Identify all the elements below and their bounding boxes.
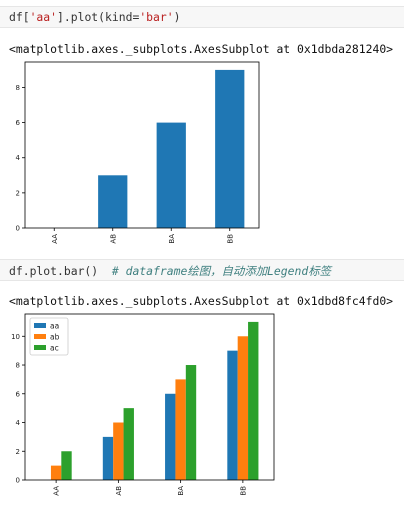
y-tick-label: 8 bbox=[16, 84, 20, 92]
x-tick-label: BA bbox=[177, 486, 185, 496]
y-tick-label: 10 bbox=[11, 333, 20, 341]
code-token: 'bar' bbox=[139, 10, 174, 24]
x-tick-label: AB bbox=[115, 486, 123, 496]
bar-chart-1: 0 2 4 6 8 AA AB BA BB bbox=[16, 61, 260, 244]
x-tick-label: BA bbox=[168, 234, 176, 244]
code-token: 'aa' bbox=[29, 10, 58, 24]
y-tick-label: 2 bbox=[16, 448, 20, 456]
bar-ac-AB bbox=[123, 408, 134, 480]
y-tick-label: 6 bbox=[16, 390, 21, 398]
y-tick-label: 6 bbox=[16, 119, 21, 127]
code-token: ) bbox=[173, 10, 181, 24]
legend-label-ac: ac bbox=[50, 344, 59, 353]
bar-series-BA bbox=[156, 122, 186, 228]
bar-aa-BA bbox=[165, 393, 176, 480]
code-token: df.plot.bar() bbox=[9, 264, 112, 278]
code-token: df[ bbox=[9, 10, 30, 24]
y-tick-label: 0 bbox=[16, 477, 20, 485]
y-tick-label: 0 bbox=[16, 225, 20, 233]
bar-aa-AB bbox=[102, 436, 114, 480]
code-token: # dataframe绘图，自动添加Legend标签 bbox=[111, 264, 331, 278]
legend-swatch-ab bbox=[34, 334, 46, 339]
bar-ab-AB bbox=[113, 422, 124, 480]
code-token: ].plot(kind= bbox=[57, 10, 140, 24]
bar-ac-BA bbox=[185, 365, 197, 480]
bar-aa-BB bbox=[227, 350, 238, 480]
x-tick-label: BB bbox=[239, 486, 247, 496]
legend-swatch-aa bbox=[34, 323, 46, 328]
bar-series-AB bbox=[98, 175, 128, 228]
bar-series-BB bbox=[215, 69, 245, 229]
bar-ab-AA bbox=[50, 465, 62, 480]
bar-ac-AA bbox=[61, 451, 72, 480]
code-input-1[interactable]: df['aa'].plot(kind='bar') bbox=[9, 10, 180, 24]
bar-ab-BB bbox=[237, 336, 249, 480]
bar-ab-BA bbox=[175, 379, 186, 480]
code-cell-1[interactable]: df['aa'].plot(kind='bar') bbox=[0, 6, 404, 28]
y-tick-label: 2 bbox=[16, 189, 20, 197]
output-text-1: <matplotlib.axes._subplots.AxesSubplot a… bbox=[9, 42, 394, 56]
bar-ac-BB bbox=[248, 321, 259, 480]
x-tick-label: AB bbox=[109, 234, 117, 244]
legend-label-aa: aa bbox=[50, 322, 59, 331]
y-tick-label: 4 bbox=[16, 419, 21, 427]
x-tick-label: AA bbox=[53, 486, 61, 496]
axes-frame bbox=[24, 61, 260, 229]
output-text-2: <matplotlib.axes._subplots.AxesSubplot a… bbox=[9, 294, 394, 308]
legend-swatch-ac bbox=[34, 345, 46, 350]
code-cell-2[interactable]: df.plot.bar() # dataframe绘图，自动添加Legend标签 bbox=[0, 259, 404, 281]
code-input-2[interactable]: df.plot.bar() # dataframe绘图，自动添加Legend标签 bbox=[9, 263, 331, 279]
legend-label-ab: ab bbox=[50, 333, 60, 342]
x-tick-label: BB bbox=[226, 234, 234, 244]
y-tick-label: 8 bbox=[16, 362, 20, 370]
axes-frame bbox=[24, 313, 275, 481]
y-tick-label: 4 bbox=[16, 154, 21, 162]
x-tick-label: AA bbox=[51, 234, 59, 244]
